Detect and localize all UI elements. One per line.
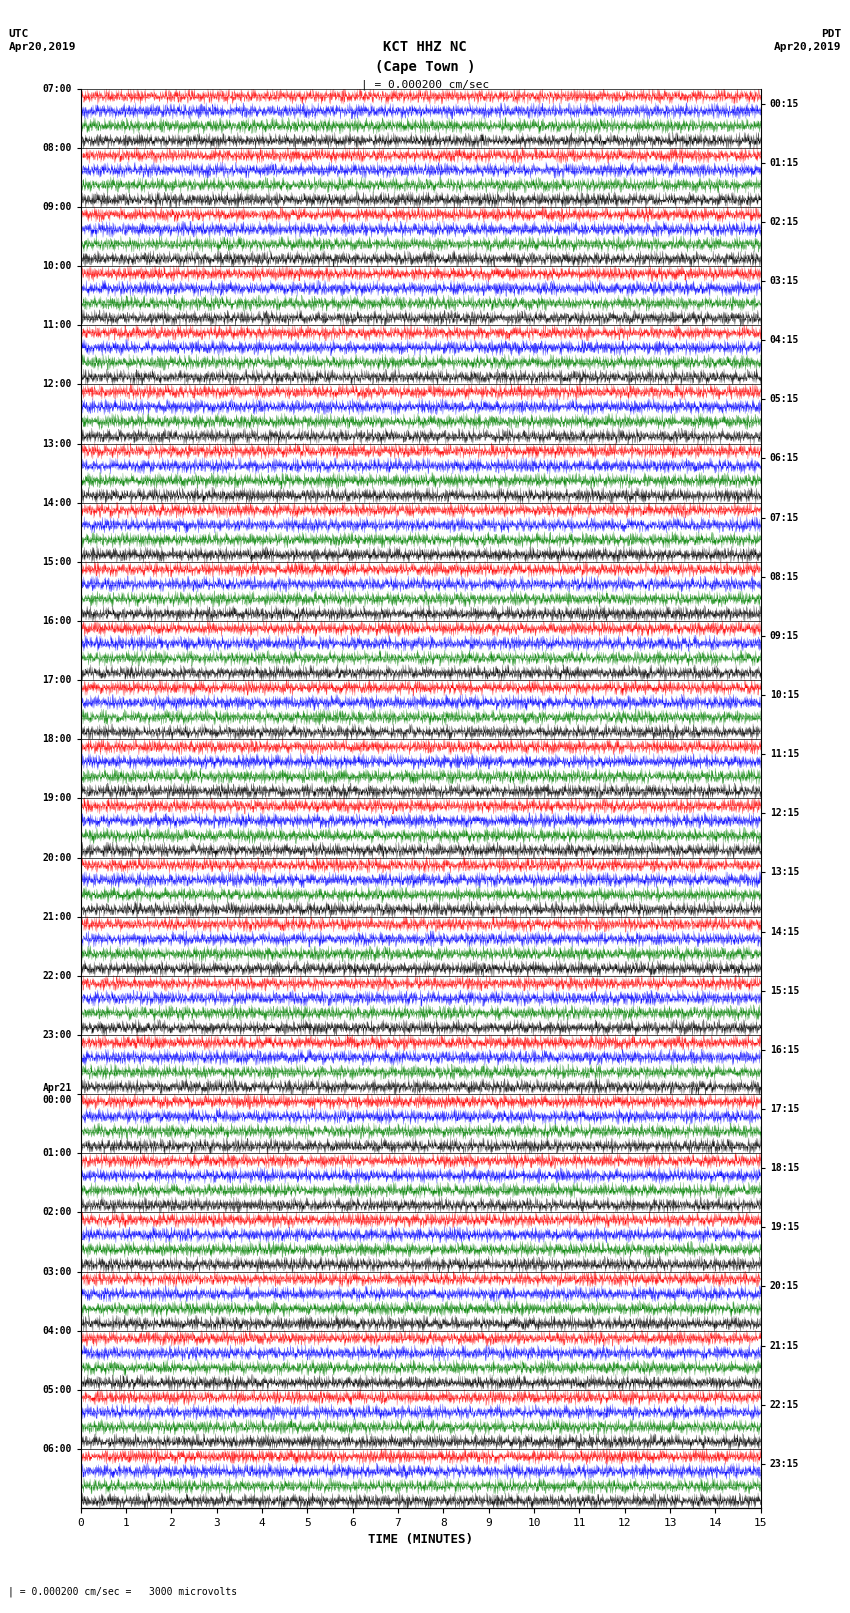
Text: | = 0.000200 cm/sec =   3000 microvolts: | = 0.000200 cm/sec = 3000 microvolts — [8, 1586, 238, 1597]
Text: Apr20,2019: Apr20,2019 — [774, 42, 842, 52]
Text: (Cape Town ): (Cape Town ) — [375, 60, 475, 74]
X-axis label: TIME (MINUTES): TIME (MINUTES) — [368, 1534, 473, 1547]
Text: UTC: UTC — [8, 29, 29, 39]
Text: | = 0.000200 cm/sec: | = 0.000200 cm/sec — [361, 79, 489, 90]
Text: PDT: PDT — [821, 29, 842, 39]
Text: KCT HHZ NC: KCT HHZ NC — [383, 40, 467, 55]
Text: Apr20,2019: Apr20,2019 — [8, 42, 76, 52]
